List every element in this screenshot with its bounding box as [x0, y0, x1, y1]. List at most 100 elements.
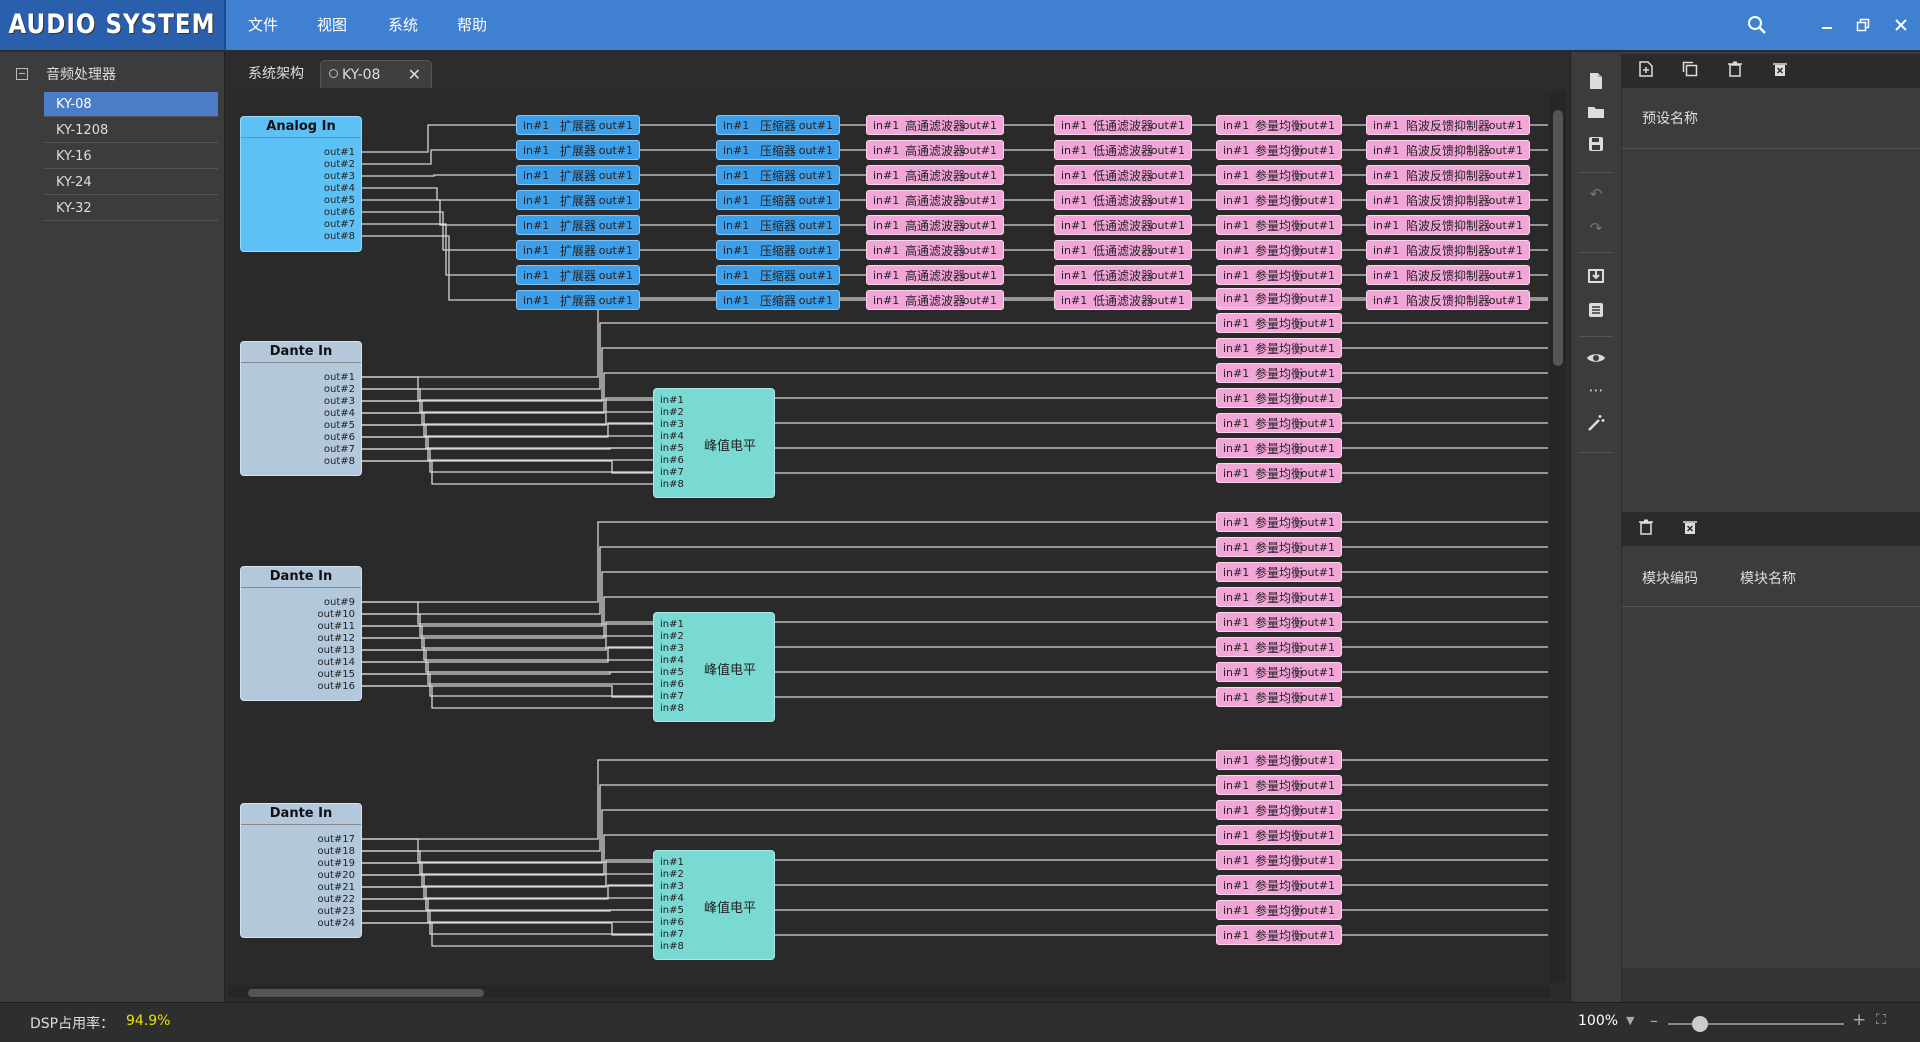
search-icon[interactable] — [1742, 10, 1772, 40]
compressor-module[interactable]: in#1 压缩器 out#1 — [716, 215, 840, 235]
tree-root[interactable]: 音频处理器 — [16, 64, 116, 84]
zoom-slider-track[interactable] — [1668, 1023, 1844, 1025]
highpass-module[interactable]: in#1 高通滤波器 out#1 — [866, 140, 1004, 160]
highpass-module[interactable]: in#1 高通滤波器 out#1 — [866, 190, 1004, 210]
peak-level-module[interactable]: 峰值电平 in#1 in#2 in#3 in#4 in#5 in#6 in#7 in#8 — [653, 850, 775, 960]
minimize-icon[interactable] — [1812, 10, 1842, 40]
compressor-module[interactable]: in#1 压缩器 out#1 — [716, 140, 840, 160]
zoom-in-icon[interactable]: + — [1852, 1010, 1867, 1030]
list-icon[interactable] — [1586, 302, 1606, 322]
analog-in-block[interactable]: Analog In out#1 out#2 out#3 out#4 out#5 … — [240, 116, 362, 252]
redo-icon[interactable]: ↷ — [1589, 219, 1603, 237]
feedback-suppressor-module[interactable]: in#1 陷波反馈抑制器 out#1 — [1366, 215, 1530, 235]
highpass-module[interactable]: in#1 高通滤波器 out#1 — [866, 290, 1004, 310]
more-icon[interactable]: ⋯ — [1588, 381, 1604, 399]
magic-wand-icon[interactable] — [1586, 414, 1606, 434]
dante-in-block-1[interactable]: Dante In out#1 out#2 out#3 out#4 out#5 o… — [240, 341, 362, 476]
horizontal-scrollbar[interactable] — [228, 986, 1550, 998]
highpass-module[interactable]: in#1 高通滤波器 out#1 — [866, 240, 1004, 260]
expander-module[interactable]: in#1 扩展器 out#1 — [516, 265, 640, 285]
menu-system[interactable]: 系统 — [388, 16, 419, 34]
lowpass-module[interactable]: in#1 低通滤波器 out#1 — [1054, 215, 1192, 235]
expander-module[interactable]: in#1 扩展器 out#1 — [516, 115, 640, 135]
tree-item-ky1208[interactable]: KY-1208 — [44, 118, 218, 143]
compressor-module[interactable]: in#1 压缩器 out#1 — [716, 190, 840, 210]
vertical-scroll-thumb[interactable] — [1553, 110, 1563, 366]
lowpass-module[interactable]: in#1 低通滤波器 out#1 — [1054, 140, 1192, 160]
expander-module[interactable]: in#1 扩展器 out#1 — [516, 190, 640, 210]
collapse-icon[interactable] — [16, 68, 28, 80]
tab-close-icon[interactable]: ✕ — [407, 65, 421, 84]
peak-level-module[interactable]: 峰值电平 in#1 in#2 in#3 in#4 in#5 in#6 in#7 in#8 — [653, 388, 775, 498]
lowpass-module[interactable]: in#1 低通滤波器 out#1 — [1054, 190, 1192, 210]
import-preset-icon[interactable] — [1636, 61, 1656, 81]
feedback-suppressor-module[interactable]: in#1 陷波反馈抑制器 out#1 — [1366, 165, 1530, 185]
tree-item-ky32[interactable]: KY-32 — [44, 196, 218, 221]
tab-ky08[interactable]: KY-08 ✕ — [320, 60, 432, 88]
delete-module-icon[interactable] — [1636, 519, 1656, 539]
dante-in-block-2[interactable]: Dante In out#9 out#10 out#11 out#12 out#… — [240, 566, 362, 701]
tab-system-architecture[interactable]: 系统架构 — [248, 66, 304, 82]
feedback-suppressor-module[interactable]: in#1 陷波反馈抑制器 out#1 — [1366, 265, 1530, 285]
compressor-module[interactable]: in#1 压缩器 out#1 — [716, 265, 840, 285]
feedback-suppressor-module[interactable]: in#1 陷波反馈抑制器 out#1 — [1366, 115, 1530, 135]
new-file-icon[interactable] — [1586, 72, 1606, 92]
clear-presets-icon[interactable] — [1770, 61, 1790, 81]
expander-module[interactable]: in#1 扩展器 out#1 — [516, 290, 640, 310]
peak-level-module[interactable]: 峰值电平 in#1 in#2 in#3 in#4 in#5 in#6 in#7 in#8 — [653, 612, 775, 722]
lowpass-module[interactable]: in#1 低通滤波器 out#1 — [1054, 265, 1192, 285]
delete-preset-icon[interactable] — [1725, 61, 1745, 81]
highpass-module[interactable]: in#1 高通滤波器 out#1 — [866, 265, 1004, 285]
zoom-dropdown-icon[interactable]: ▼ — [1626, 1014, 1635, 1027]
menu-file[interactable]: 文件 — [248, 16, 279, 34]
zoom-slider-thumb[interactable] — [1692, 1016, 1708, 1032]
compressor-module[interactable]: in#1 压缩器 out#1 — [716, 290, 840, 310]
expander-module[interactable]: in#1 扩展器 out#1 — [516, 240, 640, 260]
open-folder-icon[interactable] — [1586, 104, 1606, 124]
expander-module[interactable]: in#1 扩展器 out#1 — [516, 165, 640, 185]
copy-preset-icon[interactable] — [1680, 61, 1700, 81]
expander-module[interactable]: in#1 扩展器 out#1 — [516, 215, 640, 235]
horizontal-scroll-thumb[interactable] — [248, 989, 484, 997]
lowpass-module[interactable]: in#1 低通滤波器 out#1 — [1054, 115, 1192, 135]
tree-item-ky08[interactable]: KY-08 — [44, 92, 218, 117]
lowpass-module[interactable]: in#1 低通滤波器 out#1 — [1054, 240, 1192, 260]
eye-icon[interactable] — [1586, 350, 1606, 370]
clear-modules-icon[interactable] — [1680, 519, 1700, 539]
compressor-module[interactable]: in#1 压缩器 out#1 — [716, 240, 840, 260]
lowpass-module[interactable]: in#1 低通滤波器 out#1 — [1054, 290, 1192, 310]
design-canvas[interactable]: Analog In out#1 out#2 out#3 out#4 out#5 … — [228, 90, 1566, 998]
feedback-suppressor-module[interactable]: in#1 陷波反馈抑制器 out#1 — [1366, 140, 1530, 160]
zoom-value[interactable]: 100% — [1578, 1013, 1619, 1029]
menu-view[interactable]: 视图 — [317, 16, 348, 34]
fit-screen-icon[interactable]: ⛶ — [1876, 1012, 1886, 1028]
compressor-module[interactable]: in#1 压缩器 out#1 — [716, 115, 840, 135]
highpass-module[interactable]: in#1 高通滤波器 out#1 — [866, 165, 1004, 185]
